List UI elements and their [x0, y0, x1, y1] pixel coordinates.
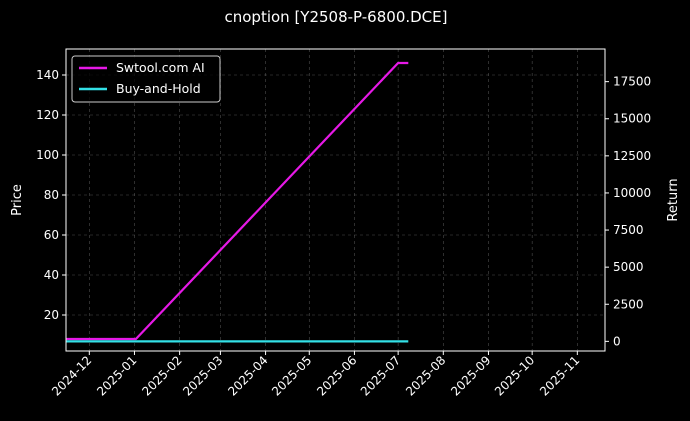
y-tick-label-right: 10000: [613, 186, 651, 200]
y-tick-label-left: 100: [36, 148, 59, 162]
y-tick-label-right: 0: [613, 334, 621, 348]
y-tick-label-right: 7500: [613, 223, 644, 237]
y-tick-label-right: 17500: [613, 75, 651, 89]
y-tick-label-right: 15000: [613, 112, 651, 126]
y-tick-label-right: 5000: [613, 260, 644, 274]
y-tick-label-right: 12500: [613, 149, 651, 163]
y-axis-left-title: Price: [10, 184, 25, 216]
legend-box: [71, 55, 221, 103]
plot-frame: [65, 48, 606, 352]
legend-label-buy-hold: Buy-and-Hold: [116, 81, 201, 96]
series-layer: [66, 61, 409, 343]
y-tick-label-left: 140: [36, 68, 59, 82]
y-tick-label-left: 60: [44, 228, 59, 242]
chart-title: cnoption [Y2508-P-6800.DCE]: [225, 8, 448, 26]
y-tick-label-right: 2500: [613, 297, 644, 311]
legend-label-ai: Swtool.com AI: [116, 60, 205, 75]
y-tick-label-left: 120: [36, 108, 59, 122]
y-axis-right-title: Return: [666, 178, 681, 221]
y-axis-left: 20 40 60 80 100 120 140: [36, 68, 66, 322]
legend: Swtool.com AI Buy-and-Hold: [71, 55, 221, 103]
y-tick-label-left: 80: [44, 188, 59, 202]
y-axis-right: 0 2500 5000 7500 10000 12500 15000 17500: [605, 75, 651, 348]
series-line-0: [66, 61, 409, 341]
y-tick-label-left: 20: [44, 308, 59, 322]
y-tick-label-left: 40: [44, 268, 59, 282]
